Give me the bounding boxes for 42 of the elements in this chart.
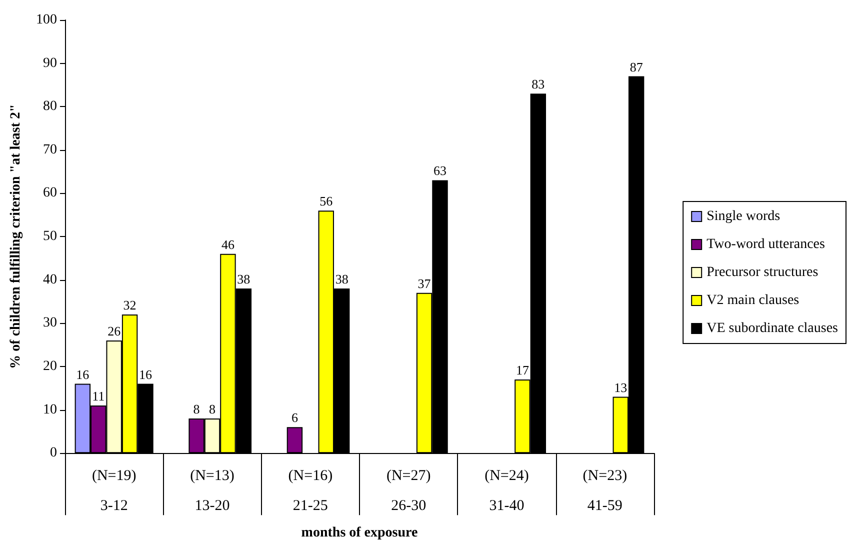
y-tick-label: 90 [43, 56, 57, 71]
data-label: 16 [138, 366, 152, 382]
data-label: 38 [335, 272, 348, 287]
data-label: 6 [291, 410, 298, 426]
x-tick-label: (N=16) 21-25 [288, 468, 333, 514]
x-tick-label: (N=27) 26-30 [386, 468, 431, 514]
y-tick-label: 30 [43, 316, 57, 331]
data-label: 8 [193, 401, 200, 416]
legend-label: Two-word utterances [706, 237, 825, 252]
y-tick-label: 0 [50, 446, 57, 461]
x-tick-label: (N=23) 41-59 [582, 468, 628, 514]
data-label: 87 [630, 59, 644, 74]
y-tick-label: 70 [43, 142, 57, 158]
y-tick-label: 80 [43, 99, 57, 114]
legend-label: Precursor structures [706, 265, 818, 280]
legend-label: V2 main clauses [706, 293, 800, 308]
y-tick-label: 60 [43, 186, 57, 201]
data-label: 32 [123, 298, 136, 313]
data-label: 26 [108, 323, 122, 338]
x-tick-label: (N=19) 3-12 [92, 468, 136, 514]
y-tick-label: 50 [43, 229, 57, 244]
y-axis-title: % of children fulfilling criterion "at least 2" [8, 104, 24, 369]
y-tick-label: 10 [43, 402, 57, 418]
x-tick-label: (N=24) 31-40 [484, 468, 529, 514]
data-label: 37 [418, 276, 432, 291]
data-label: 16 [76, 366, 90, 382]
x-axis-title: months of exposure [301, 526, 418, 540]
legend-label: VE subordinate clauses [706, 321, 838, 336]
y-tick-label: 20 [43, 358, 57, 374]
data-label: 13 [614, 380, 628, 395]
data-label: 83 [532, 76, 545, 92]
data-label: 56 [320, 194, 334, 209]
y-tick-label: 40 [43, 272, 57, 288]
data-label: 8 [209, 401, 216, 416]
data-label: 46 [221, 236, 235, 252]
y-tick-label: 100 [36, 12, 57, 28]
legend-label: Single words [706, 209, 780, 224]
data-label: 11 [92, 388, 105, 404]
x-tick-label: (N=13) 13-20 [190, 468, 234, 514]
data-label: 63 [433, 163, 446, 178]
data-label: 17 [516, 362, 530, 378]
data-label: 38 [237, 272, 250, 287]
